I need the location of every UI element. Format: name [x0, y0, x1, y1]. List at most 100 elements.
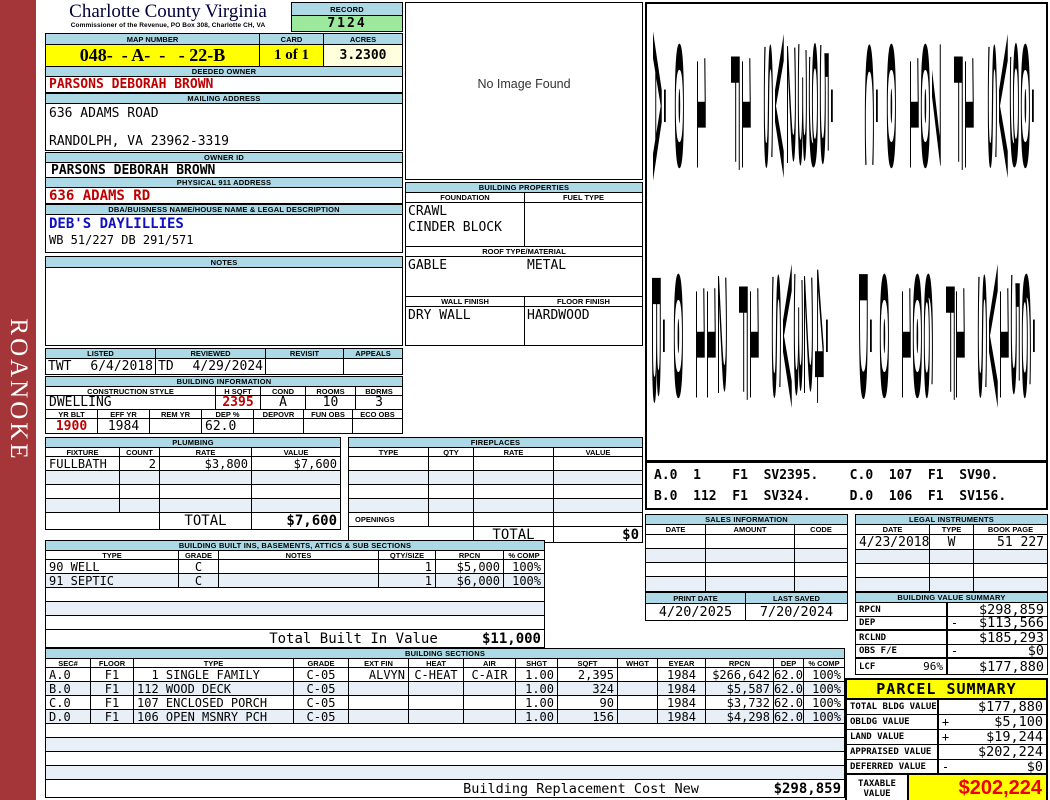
rooms-label: ROOMS: [306, 387, 356, 395]
taxable-value-row: TAXABLE VALUE $202,224: [847, 775, 1046, 800]
bi-type: 91 SEPTIC: [46, 574, 179, 587]
built-ins-total-row: Total Built In Value $11,000: [46, 630, 544, 647]
ps-value: $5,100: [994, 715, 1043, 729]
building-properties-title: BUILDING PROPERTIES: [406, 183, 642, 193]
fp-qty-label: QTY: [429, 448, 474, 456]
vs-value: $298,859: [978, 603, 1044, 616]
map-card-acres: MAP NUMBER CARD ACRES 048- - A- - - 22-B…: [45, 33, 403, 67]
bi-grade: C: [179, 574, 219, 587]
foundation-label: FOUNDATION: [406, 193, 525, 202]
legal-empty-row: [856, 550, 1047, 564]
heat-value: [409, 682, 464, 695]
ps-value: $19,244: [986, 730, 1043, 744]
bdrms-value: 3: [375, 396, 383, 409]
ps-operator: [939, 700, 952, 714]
plumbing-empty-row: [46, 485, 340, 499]
extfin-label: EXT FIN: [349, 659, 409, 667]
plumbing-fixture: FULLBATH: [46, 457, 120, 470]
vs-label: RPCN: [856, 603, 948, 616]
deeded-owner-label: DEEDED OWNER: [46, 67, 402, 77]
plumbing-total-value: $7,600: [286, 513, 337, 529]
grade-value: C-05: [294, 710, 349, 723]
rpcn-value: $3,732: [706, 696, 774, 709]
sales-info-box: SALES INFORMATION DATE AMOUNT CODE: [645, 514, 848, 592]
deeded-owner-box: DEEDED OWNER PARSONS DEBORAH BROWN: [45, 66, 403, 93]
rpcn-label: RPCN: [706, 659, 774, 667]
parcel-summary-title: PARCEL SUMMARY: [847, 680, 1046, 700]
parcel-summary-row: TOTAL BLDG VALUE $177,880: [847, 700, 1046, 715]
sec-value: D.0: [46, 710, 91, 723]
roof-material-value: METAL: [527, 258, 567, 273]
legal-description: WB 51/227 DB 291/571: [49, 233, 194, 247]
fireplaces-title: FIREPLACES: [349, 438, 642, 448]
ps-operator: -: [941, 760, 950, 773]
map-number-value: 048- - A- - - 22-B: [46, 45, 260, 66]
sqft-value: 90: [558, 696, 618, 709]
vs-value: $113,566: [978, 617, 1044, 629]
roof-label: ROOF TYPE/MATERIAL: [406, 247, 642, 257]
legal-book-value: 51 227: [997, 535, 1044, 549]
dep-value: 62.0: [774, 682, 804, 695]
shgt-value: 1.00: [516, 710, 558, 723]
bi-notes: [219, 574, 379, 587]
revisit-label: REVISIT: [266, 349, 344, 358]
acres-label: ACRES: [324, 34, 402, 44]
fireplaces-empty-row: [349, 471, 642, 485]
mailing-address-box: MAILING ADDRESS 636 ADAMS ROAD RANDOLPH,…: [45, 93, 403, 151]
built-ins-row: 90 WELL C 1 $5,000 100%: [46, 560, 544, 574]
bi-comp-label: % COMP: [504, 551, 544, 559]
vs-operator: [948, 659, 961, 674]
value-summary-row: RCLND $185,293: [856, 631, 1047, 645]
listed-label: LISTED: [46, 349, 156, 358]
air-value: [464, 682, 516, 695]
air-value: [464, 710, 516, 723]
fireplaces-openings-row: OPENINGS: [349, 513, 642, 527]
floor-finish-label: FLOOR FINISH: [525, 297, 642, 306]
type-value: 1 SINGLE FAMILY: [134, 668, 294, 681]
section-empty-row: [46, 724, 844, 738]
mailing-line1: 636 ADAMS ROAD: [49, 106, 159, 121]
heat-label: HEAT: [409, 659, 464, 667]
bi-grade: C: [179, 560, 219, 573]
hsqft-value: 2395: [216, 396, 261, 409]
sec-value: B.0: [46, 682, 91, 695]
extfin-value: [349, 682, 409, 695]
legal-instruments-box: LEGAL INSTRUMENTS DATE TYPE BOOK PAGE 4/…: [855, 514, 1048, 592]
vs-operator: [948, 631, 961, 644]
sketch-legend-line-2: B.0 112 F1 SV324. D.0 106 F1 SV156.: [654, 489, 1007, 504]
type-value: 106 OPEN MSNRY PCH: [134, 710, 294, 723]
legal-empty-row: [856, 564, 1047, 578]
taxable-label-line1: TAXABLE: [858, 778, 896, 789]
sales-info-title: SALES INFORMATION: [646, 515, 847, 525]
notes-box: NOTES: [45, 256, 403, 346]
bi-comp: 100%: [512, 560, 541, 573]
comp-value: 100%: [812, 696, 841, 709]
sections-total-row: Building Replacement Cost New $298,859: [46, 780, 844, 797]
dep-label: DEP %: [202, 410, 254, 418]
fireplaces-total-row: TOTAL $0: [349, 527, 642, 542]
bi-rpcn-label: RPCN: [436, 551, 504, 559]
sales-empty-row: [646, 535, 847, 549]
section-row: D.0 F1 106 OPEN MSNRY PCH C-05 1.00 156 …: [46, 710, 844, 724]
dba-value: DEB'S DAYLILLIES: [49, 216, 184, 232]
vs-label: OBS F/E: [856, 645, 948, 657]
rate-label: RATE: [160, 448, 252, 456]
sketch-legend-line-1: A.0 1 F1 SV2395. C.0 107 F1 SV90.: [654, 468, 999, 483]
fp-rate-label: RATE: [474, 448, 554, 456]
cond-value: A: [261, 396, 306, 409]
parcel-summary-box: PARCEL SUMMARY TOTAL BLDG VALUE $177,880…: [845, 678, 1048, 800]
grade-value: C-05: [294, 682, 349, 695]
bi-qty: 1: [379, 574, 436, 587]
print-date-value: 4/20/2025: [646, 604, 746, 620]
sec-value: A.0: [46, 668, 91, 681]
print-date-label: PRINT DATE: [646, 593, 746, 603]
air-label: AIR: [464, 659, 516, 667]
section-empty-row: [46, 766, 844, 780]
review-box: LISTED REVIEWED REVISIT APPEALS TWT 6/4/2…: [45, 348, 403, 375]
fireplaces-total-value: $0: [622, 527, 639, 542]
map-number-label: MAP NUMBER: [46, 34, 260, 44]
bi-comp: 100%: [512, 574, 541, 587]
commissioner-line: Commissioner of the Revenue, PO Box 308,…: [70, 22, 266, 29]
building-info-title: BUILDING INFORMATION: [46, 377, 402, 387]
